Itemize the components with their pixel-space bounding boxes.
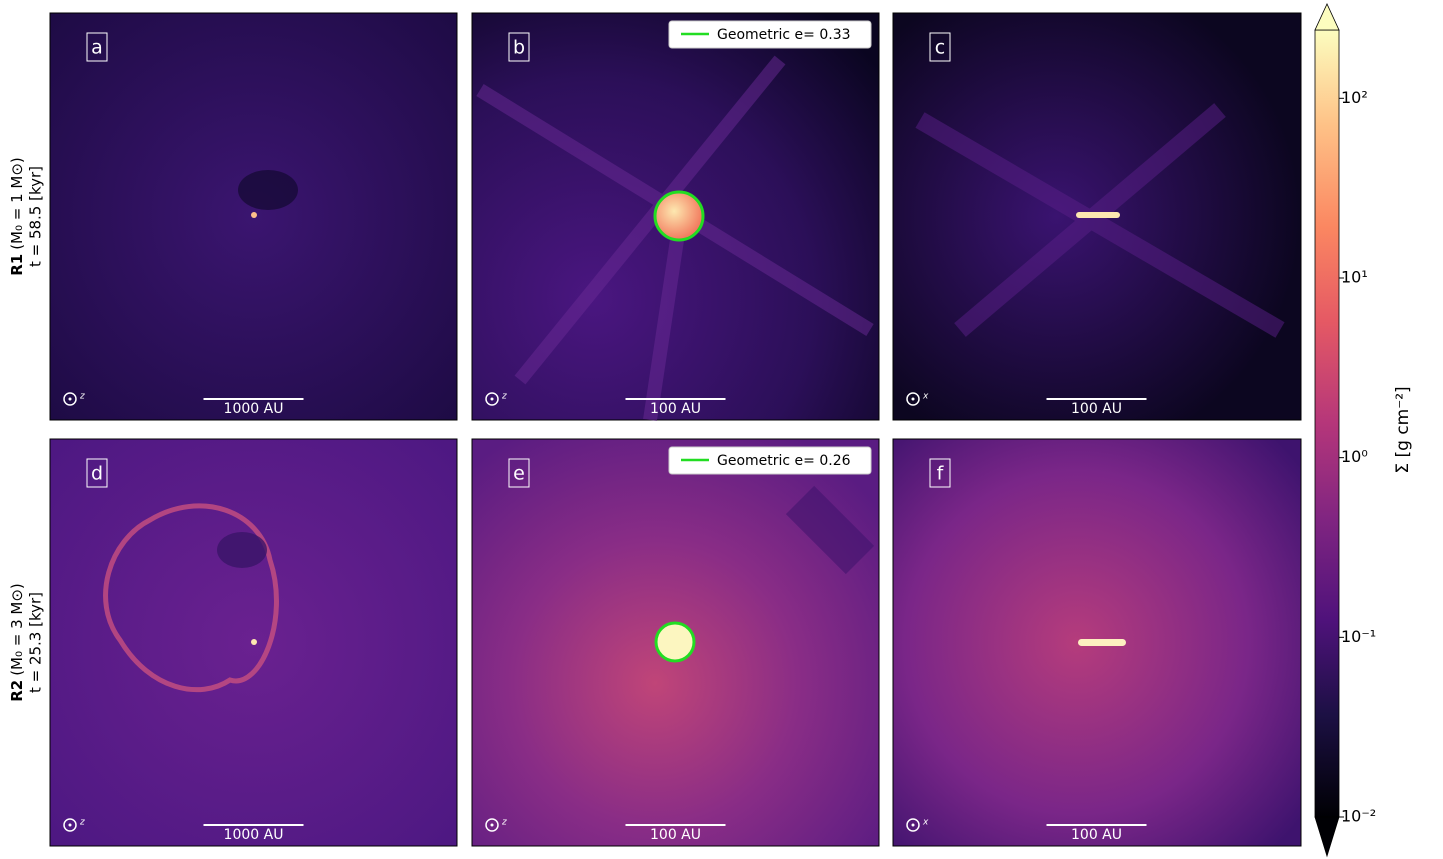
axis-label: z	[501, 392, 507, 402]
axis-symbol-dot	[490, 397, 494, 401]
axis-symbol-dot	[68, 397, 72, 401]
colorbar-tick-label: 10⁻²	[1341, 807, 1376, 826]
axis-symbol	[63, 818, 77, 832]
panel-letter: e	[513, 463, 525, 485]
axis-label: x	[922, 392, 929, 402]
axis-label: z	[501, 818, 507, 828]
panel-letter: c	[935, 37, 945, 59]
colorbar-label: Σ [g cm⁻²]	[1393, 386, 1413, 473]
row-time: t = 25.3 [kyr]	[27, 592, 45, 693]
axis-symbol-dot	[911, 397, 915, 401]
axis-label: z	[79, 392, 85, 402]
scale-bar-label: 1000 AU	[224, 827, 284, 843]
legend-text: Geometric e= 0.33	[717, 27, 851, 43]
legend-box	[668, 446, 872, 475]
colorbar-tick-label: 10⁰	[1341, 447, 1368, 466]
scale-bar-label: 1000 AU	[224, 401, 284, 417]
axis-symbol	[63, 392, 77, 406]
axis-symbol	[485, 392, 499, 406]
colorbar-tick-label: 10²	[1341, 88, 1368, 107]
colorbar-tick-label: 10⁻¹	[1341, 627, 1376, 646]
colorbar-extend	[1314, 3, 1340, 31]
panel-letter: d	[91, 463, 103, 485]
letter-box	[86, 32, 108, 62]
row-time: t = 58.5 [kyr]	[27, 166, 45, 267]
run-name: R2	[8, 680, 26, 702]
scale-bar-label: 100 AU	[650, 401, 701, 417]
axis-symbol	[906, 818, 920, 832]
letter-box	[508, 458, 530, 488]
letter-box	[86, 458, 108, 488]
scale-bar-label: 100 AU	[1071, 827, 1122, 843]
letter-box	[929, 458, 951, 488]
colorbar-gradient	[1314, 29, 1340, 818]
row-label: R2 (M₀ = 3 M⊙)	[8, 583, 26, 702]
axis-symbol-dot	[490, 823, 494, 827]
row-label: R1 (M₀ = 1 M⊙)	[8, 157, 26, 276]
letter-box	[508, 32, 530, 62]
axis-symbol-dot	[911, 823, 915, 827]
panel-images	[49, 12, 1302, 847]
run-mass: (M₀ = 1 M⊙)	[8, 157, 26, 250]
run-mass: (M₀ = 3 M⊙)	[8, 583, 26, 676]
panel-letter: f	[937, 463, 945, 485]
letter-box	[929, 32, 951, 62]
colorbar-tick-label: 10¹	[1341, 267, 1368, 286]
scale-bar-label: 100 AU	[1071, 401, 1122, 417]
axis-symbol	[906, 392, 920, 406]
axis-label: z	[79, 818, 85, 828]
legend-box	[668, 20, 872, 49]
axis-label: x	[922, 818, 929, 828]
run-name: R1	[8, 254, 26, 276]
colorbar-extend	[1314, 816, 1340, 858]
panel-letter: a	[91, 37, 103, 59]
axis-symbol-dot	[68, 823, 72, 827]
scale-bar-label: 100 AU	[650, 827, 701, 843]
colorbar: Σ [g cm⁻²] 10⁻² 10⁻¹ 10⁰ 10¹ 10²	[1314, 3, 1413, 858]
legend-text: Geometric e= 0.26	[717, 453, 851, 469]
axis-symbol	[485, 818, 499, 832]
panel-letter: b	[513, 37, 525, 59]
